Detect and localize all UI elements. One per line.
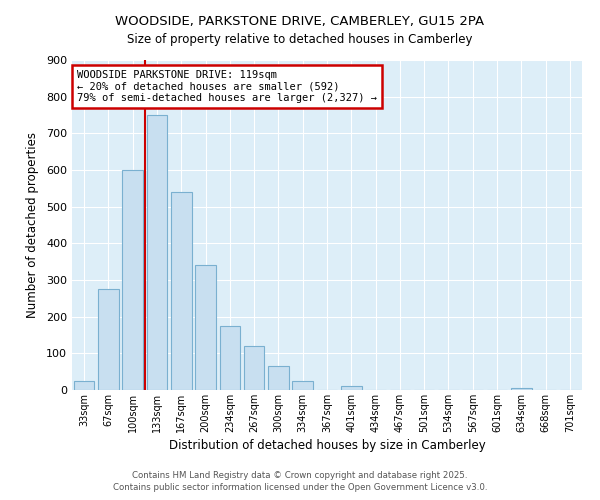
Y-axis label: Number of detached properties: Number of detached properties — [26, 132, 39, 318]
Bar — [146, 115, 167, 390]
Text: Contains HM Land Registry data © Crown copyright and database right 2025.
Contai: Contains HM Land Registry data © Crown c… — [113, 471, 487, 492]
Bar — [268, 366, 289, 390]
Bar — [220, 326, 240, 390]
Bar — [341, 386, 362, 390]
Text: Size of property relative to detached houses in Camberley: Size of property relative to detached ho… — [127, 32, 473, 46]
X-axis label: Distribution of detached houses by size in Camberley: Distribution of detached houses by size … — [169, 439, 485, 452]
Bar — [195, 266, 216, 390]
Text: WOODSIDE PARKSTONE DRIVE: 119sqm
← 20% of detached houses are smaller (592)
79% : WOODSIDE PARKSTONE DRIVE: 119sqm ← 20% o… — [77, 70, 377, 103]
Bar — [122, 170, 143, 390]
Bar — [292, 381, 313, 390]
Bar — [171, 192, 191, 390]
Bar — [74, 381, 94, 390]
Bar — [98, 289, 119, 390]
Bar — [244, 346, 265, 390]
Text: WOODSIDE, PARKSTONE DRIVE, CAMBERLEY, GU15 2PA: WOODSIDE, PARKSTONE DRIVE, CAMBERLEY, GU… — [115, 15, 485, 28]
Bar — [511, 388, 532, 390]
